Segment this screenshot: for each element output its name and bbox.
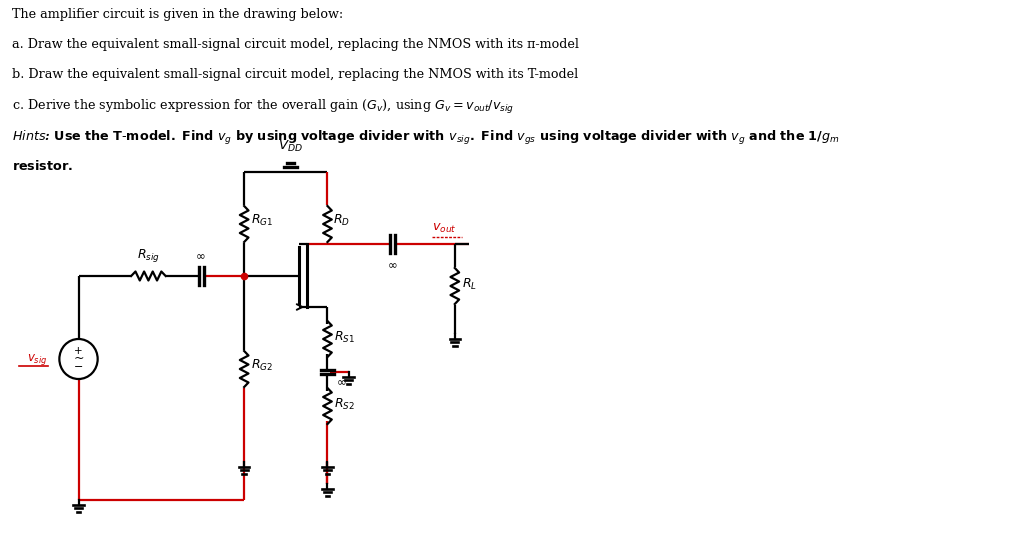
Text: $R_{G2}$: $R_{G2}$ (251, 357, 273, 373)
Text: $R_L$: $R_L$ (462, 276, 476, 292)
Text: $\mathbf{resistor.}$: $\mathbf{resistor.}$ (11, 159, 73, 174)
Text: $R_{S1}$: $R_{S1}$ (334, 330, 355, 344)
Text: a. Draw the equivalent small-signal circuit model, replacing the NMOS with its π: a. Draw the equivalent small-signal circ… (11, 38, 579, 51)
Text: $R_{sig}$: $R_{sig}$ (137, 247, 160, 264)
Text: +: + (74, 346, 83, 356)
Text: $R_{G1}$: $R_{G1}$ (251, 213, 273, 227)
Text: ~: ~ (74, 351, 84, 364)
Text: $v_{sig}$: $v_{sig}$ (28, 351, 48, 367)
Text: −: − (74, 362, 83, 372)
Text: $\infty$: $\infty$ (387, 258, 397, 271)
Text: $R_{S2}$: $R_{S2}$ (334, 397, 355, 412)
Text: $\mathit{Hints}$: $\mathbf{Use\ the\ T\text{-}model.\ Find}$ $\mathbf{\mathit{v_: $\mathit{Hints}$: $\mathbf{Use\ the\ T\t… (11, 129, 840, 147)
Text: $V_{DD}$: $V_{DD}$ (279, 139, 303, 154)
Text: $\infty$: $\infty$ (195, 249, 206, 262)
Text: $R_D$: $R_D$ (333, 213, 350, 227)
Text: b. Draw the equivalent small-signal circuit model, replacing the NMOS with its T: b. Draw the equivalent small-signal circ… (11, 68, 578, 81)
Text: The amplifier circuit is given in the drawing below:: The amplifier circuit is given in the dr… (11, 8, 343, 21)
Text: $\infty$: $\infty$ (336, 375, 346, 388)
Text: c. Derive the symbolic expression for the overall gain ($G_v$), using $G_v = v_{: c. Derive the symbolic expression for th… (11, 98, 514, 116)
Text: $v_{out}$: $v_{out}$ (432, 222, 457, 235)
